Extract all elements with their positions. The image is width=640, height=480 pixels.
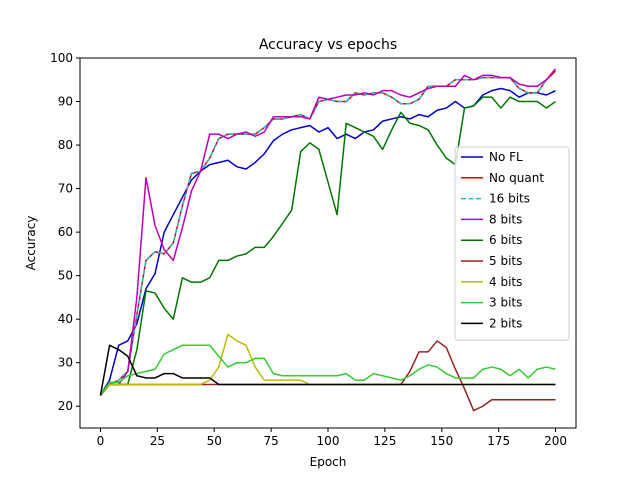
y-tick-label: 60: [58, 225, 73, 239]
x-axis-ticks: 0 25 50 75 100 125 150 175 200: [97, 428, 567, 448]
legend-frame: [454, 146, 570, 341]
legend-label: 8 bits: [489, 212, 522, 226]
y-tick-label: 50: [58, 269, 73, 283]
legend-label: 3 bits: [489, 296, 522, 310]
y-tick-label: 30: [58, 356, 73, 370]
y-axis-label: Accuracy: [24, 216, 38, 271]
x-tick-label: 100: [317, 434, 340, 448]
y-tick-label: 70: [58, 182, 73, 196]
x-tick-label: 125: [373, 434, 396, 448]
y-tick-label: 20: [58, 399, 73, 413]
axes-frame: [79, 57, 577, 429]
y-tick-label: 40: [58, 312, 73, 326]
chart-title: Accuracy vs epochs: [259, 37, 397, 53]
legend-label: 2 bits: [489, 316, 522, 330]
legend-label: 6 bits: [489, 233, 522, 247]
x-tick-label: 175: [487, 434, 510, 448]
legend-label: 4 bits: [489, 275, 522, 289]
y-tick-label: 100: [50, 51, 73, 65]
x-tick-label: 50: [207, 434, 222, 448]
x-tick-label: 75: [263, 434, 278, 448]
y-tick-label: 90: [58, 95, 73, 109]
series-line-no-fl: [99, 87, 556, 396]
legend: No FL No quant 16 bits 8 bits 6 bits 5 bits 4 …: [454, 146, 570, 341]
series-line-3-bits: [99, 344, 556, 396]
x-tick-label: 25: [150, 434, 165, 448]
legend-label: No quant: [489, 171, 544, 185]
x-tick-label: 0: [97, 434, 105, 448]
x-tick-label: 150: [430, 434, 453, 448]
series-line-8-bits: [99, 68, 557, 396]
legend-label: 5 bits: [489, 254, 522, 268]
legend-label: No FL: [489, 150, 523, 164]
series-lines: [99, 68, 557, 412]
y-axis-ticks: 20 30 40 50 60 70 80 90 100: [50, 51, 80, 413]
y-tick-label: 80: [58, 138, 73, 152]
series-line-6-bits: [99, 96, 556, 396]
series-line-2-bits: [99, 344, 556, 396]
x-axis-label: Epoch: [310, 455, 347, 469]
legend-label: 16 bits: [489, 192, 530, 206]
x-tick-label: 200: [544, 434, 567, 448]
